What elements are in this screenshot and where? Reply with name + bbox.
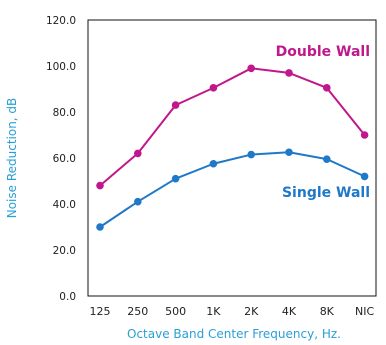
data-point-double-wall xyxy=(323,84,331,92)
data-point-single-wall xyxy=(209,159,218,168)
data-point-double-wall xyxy=(209,84,218,92)
data-point-single-wall xyxy=(171,174,180,183)
data-point-single-wall xyxy=(247,150,255,159)
y-tick-label: 60.0 xyxy=(53,153,76,165)
y-tick-label: 80.0 xyxy=(53,107,76,119)
series-label-single-wall: Single Wall xyxy=(282,185,370,201)
y-axis-title: Noise Reduction, dB xyxy=(5,98,19,219)
x-tick-label: 125 xyxy=(90,305,111,318)
x-tick-label: NIC xyxy=(355,305,374,318)
x-tick-label: 1K xyxy=(206,305,221,318)
data-point-single-wall xyxy=(96,223,104,231)
data-point-double-wall xyxy=(134,149,142,158)
y-tick-label: 100.0 xyxy=(46,61,76,73)
plot-frame xyxy=(87,19,377,297)
series-layer: Double Wall Single Wall xyxy=(96,44,370,231)
data-point-single-wall xyxy=(285,148,293,157)
data-point-double-wall xyxy=(285,69,293,77)
data-point-double-wall xyxy=(360,131,369,139)
x-tick-label: 2K xyxy=(244,305,259,318)
data-point-single-wall xyxy=(323,155,331,163)
x-axis-ticks: 125 250 500 1K 2K 4K 8K NIC xyxy=(90,305,375,318)
x-tick-label: 4K xyxy=(282,305,297,318)
y-tick-label: 0.0 xyxy=(59,291,76,303)
x-tick-label: 8K xyxy=(320,305,335,318)
series-label-double-wall: Double Wall xyxy=(276,44,370,60)
data-point-double-wall xyxy=(247,64,255,73)
y-tick-label: 40.0 xyxy=(53,199,76,211)
y-tick-label: 120.0 xyxy=(46,15,76,27)
data-point-double-wall xyxy=(171,101,180,109)
x-tick-label: 250 xyxy=(127,305,148,318)
data-point-single-wall xyxy=(360,172,369,181)
y-axis-ticks: 0.0 20.0 40.0 60.0 80.0 100.0 120.0 xyxy=(46,15,76,303)
series-line-single-wall xyxy=(99,151,366,228)
data-point-single-wall xyxy=(134,197,142,206)
series-line-double-wall xyxy=(99,67,366,187)
data-point-double-wall xyxy=(96,181,104,190)
x-tick-label: 500 xyxy=(165,305,186,318)
y-tick-label: 20.0 xyxy=(53,245,76,257)
x-axis-title: Octave Band Center Frequency, Hz. xyxy=(127,327,341,341)
